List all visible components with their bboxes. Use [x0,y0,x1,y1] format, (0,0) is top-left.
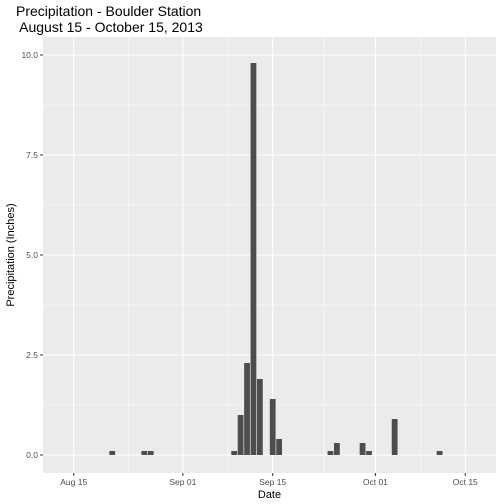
x-tick-label: Sep 01 [169,477,196,487]
bar [244,363,250,455]
x-axis: Aug 15 Sep 01 Sep 15 Oct 01 Oct 15 [60,473,478,487]
y-tick-label: 10.0 [21,50,38,60]
y-axis-title: Precipitation (Inches) [5,203,17,306]
y-tick-label: 0.0 [26,450,38,460]
y-tick-label: 5.0 [26,250,38,260]
x-tick-label: Sep 15 [259,477,286,487]
bar [231,451,238,455]
bar [109,451,116,455]
bar [327,451,334,455]
y-tick-label: 2.5 [26,350,38,360]
chart-title: Precipitation - Boulder Station [16,3,202,19]
bar [391,419,398,455]
bar [237,415,244,455]
chart-subtitle: August 15 - October 15, 2013 [16,19,203,35]
bar [250,63,257,455]
bar [366,451,372,455]
x-tick-label: Oct 01 [363,477,388,487]
bar [334,443,340,455]
x-axis-title: Date [258,489,281,501]
chart-title-block: Precipitation - Boulder Station August 1… [16,3,203,35]
y-tick-label: 7.5 [26,150,38,160]
y-axis: 0.0 2.5 5.0 7.5 10.0 [21,50,43,460]
x-tick-label: Oct 15 [453,477,478,487]
major-grid-y [43,54,496,456]
bar [269,399,276,455]
bar [276,439,283,455]
bar [256,379,263,455]
bar [141,451,148,455]
bars [109,63,443,455]
x-tick-label: Aug 15 [60,477,87,487]
bar [359,443,366,455]
bar [147,451,154,455]
minor-grid-y [43,104,496,406]
bar [436,451,443,455]
